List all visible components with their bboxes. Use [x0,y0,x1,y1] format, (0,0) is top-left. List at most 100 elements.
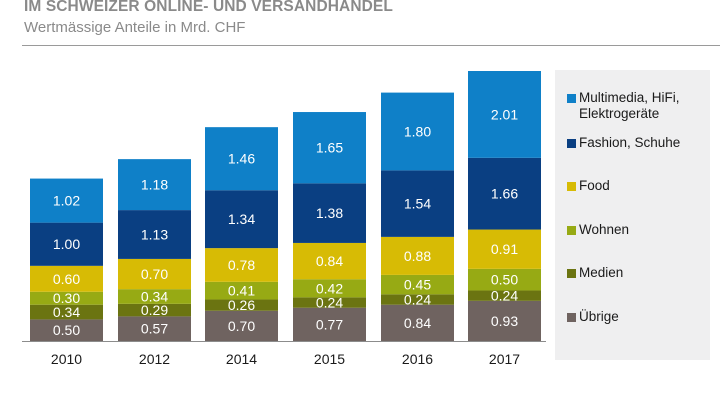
data-label-medien-2014: 0.26 [228,297,255,313]
bar-segment-fashion-schuhe-2016 [381,170,454,237]
bar-segment-food-2015 [293,242,366,280]
data-label-wohnen-2012: 0.34 [141,289,168,305]
data-label-medien-2012: 0.29 [141,302,168,318]
bar-segment-brige-2012 [118,316,191,341]
bar-segment-fashion-schuhe-2012 [118,210,191,259]
bar-segment-medien-2014 [205,299,278,311]
chart-subtitle: Wertmässige Anteile in Mrd. CHF [24,19,246,36]
legend-label-multimedia: Multimedia, HiFi, Elektrogeräte [579,90,680,121]
data-label-fashion-schuhe-2016: 1.54 [404,196,431,212]
bar-segment-food-2012 [118,258,191,290]
bar-segment-brige-2017 [468,300,541,341]
x-tick-label-2017: 2017 [489,351,520,367]
legend-item-food: Food [567,178,610,194]
data-label-medien-2016: 0.24 [404,292,431,308]
bar-segment-brige-2016 [381,304,454,341]
legend: Multimedia, HiFi, Elektrogeräte Fashion, … [555,70,710,360]
bar-segment-fashion-schuhe-2014 [205,190,278,249]
data-label-brige-2010: 0.50 [53,322,80,338]
data-label-wohnen-2014: 0.41 [228,283,255,299]
bar-segment-medien-2015 [293,297,366,308]
data-label-brige-2016: 0.84 [404,315,431,331]
data-label-fashion-schuhe-2017: 1.66 [491,186,518,202]
data-label-food-2015: 0.84 [316,253,343,269]
bar-segment-wohnen-2014 [205,281,278,300]
bar-segment-brige-2014 [205,310,278,341]
bar-segment-multimedia-hifi-elektroger-te-2016 [381,92,454,171]
legend-swatch-wohnen [567,226,576,235]
bar-segment-multimedia-hifi-elektroger-te-2014 [205,127,278,191]
bar-segment-medien-2016 [381,294,454,305]
legend-label-wohnen: Wohnen [579,222,630,237]
data-label-medien-2017: 0.24 [491,288,518,304]
legend-swatch-medien [567,269,576,278]
bar-segment-medien-2012 [118,303,191,317]
x-tick-label-2010: 2010 [51,351,82,367]
data-label-fashion-schuhe-2015: 1.38 [316,205,343,221]
data-label-wohnen-2016: 0.45 [404,277,431,293]
bar-segment-wohnen-2015 [293,279,366,298]
bar-segment-brige-2010 [30,319,103,341]
data-label-multimedia-hifi-elektroger-te-2012: 1.18 [141,177,168,193]
bar-segment-wohnen-2016 [381,274,454,295]
title-divider [22,45,720,46]
legend-item-medien: Medien [567,265,623,281]
bar-segment-medien-2010 [30,304,103,320]
legend-label-uebrige: Übrige [579,309,619,324]
legend-swatch-uebrige [567,313,576,322]
legend-swatch-food [567,182,576,191]
bar-stack-2014: 0.70 0.260.41 0.78 1.34 1.46 [205,127,278,341]
bar-stack-2017: 0.93 0.240.50 0.91 1.66 2.01 [468,71,541,341]
bar-segment-medien-2017 [468,290,541,301]
bar-segment-wohnen-2017 [468,268,541,291]
data-label-food-2016: 0.88 [404,248,431,264]
data-label-multimedia-hifi-elektroger-te-2017: 2.01 [491,106,518,122]
data-label-fashion-schuhe-2010: 1.00 [53,236,80,252]
bar-segment-food-2016 [381,236,454,275]
data-label-food-2010: 0.60 [53,271,80,287]
data-label-brige-2017: 0.93 [491,313,518,329]
bar-segment-fashion-schuhe-2017 [468,157,541,230]
data-label-wohnen-2015: 0.42 [316,280,343,296]
data-label-brige-2015: 0.77 [316,316,343,332]
legend-swatch-fashion [567,139,576,148]
legend-item-uebrige: Übrige [567,309,619,325]
bar-segment-wohnen-2012 [118,289,191,304]
bar-segment-brige-2015 [293,307,366,341]
bar-stack-2012: 0.57 0.290.34 0.70 1.13 1.18 [118,159,191,341]
bar-stack-2015: 0.77 0.240.42 0.84 1.38 1.65 [293,112,366,341]
x-tick-label-2014: 2014 [226,351,257,367]
chart-title: IM SCHWEIZER ONLINE- UND VERSANDHANDEL [24,0,393,15]
bars-group: 0.50 0.34 0.30 0.60 1.00 1.02 0.57 0.290.34 0.70… [30,71,541,341]
data-label-brige-2014: 0.70 [228,318,255,334]
bar-segment-food-2017 [468,229,541,269]
bar-segment-fashion-schuhe-2010 [30,222,103,266]
data-label-multimedia-hifi-elektroger-te-2016: 1.80 [404,123,431,139]
legend-label-medien: Medien [579,265,624,280]
data-label-food-2017: 0.91 [491,241,518,257]
x-tick-label-2012: 2012 [139,351,170,367]
legend-label-food: Food [579,178,610,193]
data-label-wohnen-2017: 0.50 [491,272,518,288]
bar-segment-food-2010 [30,265,103,292]
data-label-brige-2012: 0.57 [141,321,168,337]
bar-segment-multimedia-hifi-elektroger-te-2015 [293,112,366,184]
bar-segment-multimedia-hifi-elektroger-te-2012 [118,159,191,211]
data-label-fashion-schuhe-2012: 1.13 [141,227,168,243]
legend-item-wohnen: Wohnen [567,222,629,238]
data-label-wohnen-2010: 0.30 [53,290,80,306]
bar-segment-food-2014 [205,248,278,282]
data-label-multimedia-hifi-elektroger-te-2015: 1.65 [316,140,343,156]
data-label-fashion-schuhe-2014: 1.34 [228,211,255,227]
data-label-multimedia-hifi-elektroger-te-2010: 1.02 [53,193,80,209]
legend-swatch-multimedia [567,94,576,103]
bar-segment-multimedia-hifi-elektroger-te-2017 [468,71,541,158]
data-label-multimedia-hifi-elektroger-te-2014: 1.46 [228,151,255,167]
legend-item-multimedia: Multimedia, HiFi, Elektrogeräte [567,90,680,122]
legend-label-fashion: Fashion, Schuhe [579,135,681,150]
data-label-medien-2015: 0.24 [316,295,343,311]
legend-item-fashion: Fashion, Schuhe [567,135,680,151]
data-label-food-2014: 0.78 [228,257,255,273]
data-label-food-2012: 0.70 [141,266,168,282]
